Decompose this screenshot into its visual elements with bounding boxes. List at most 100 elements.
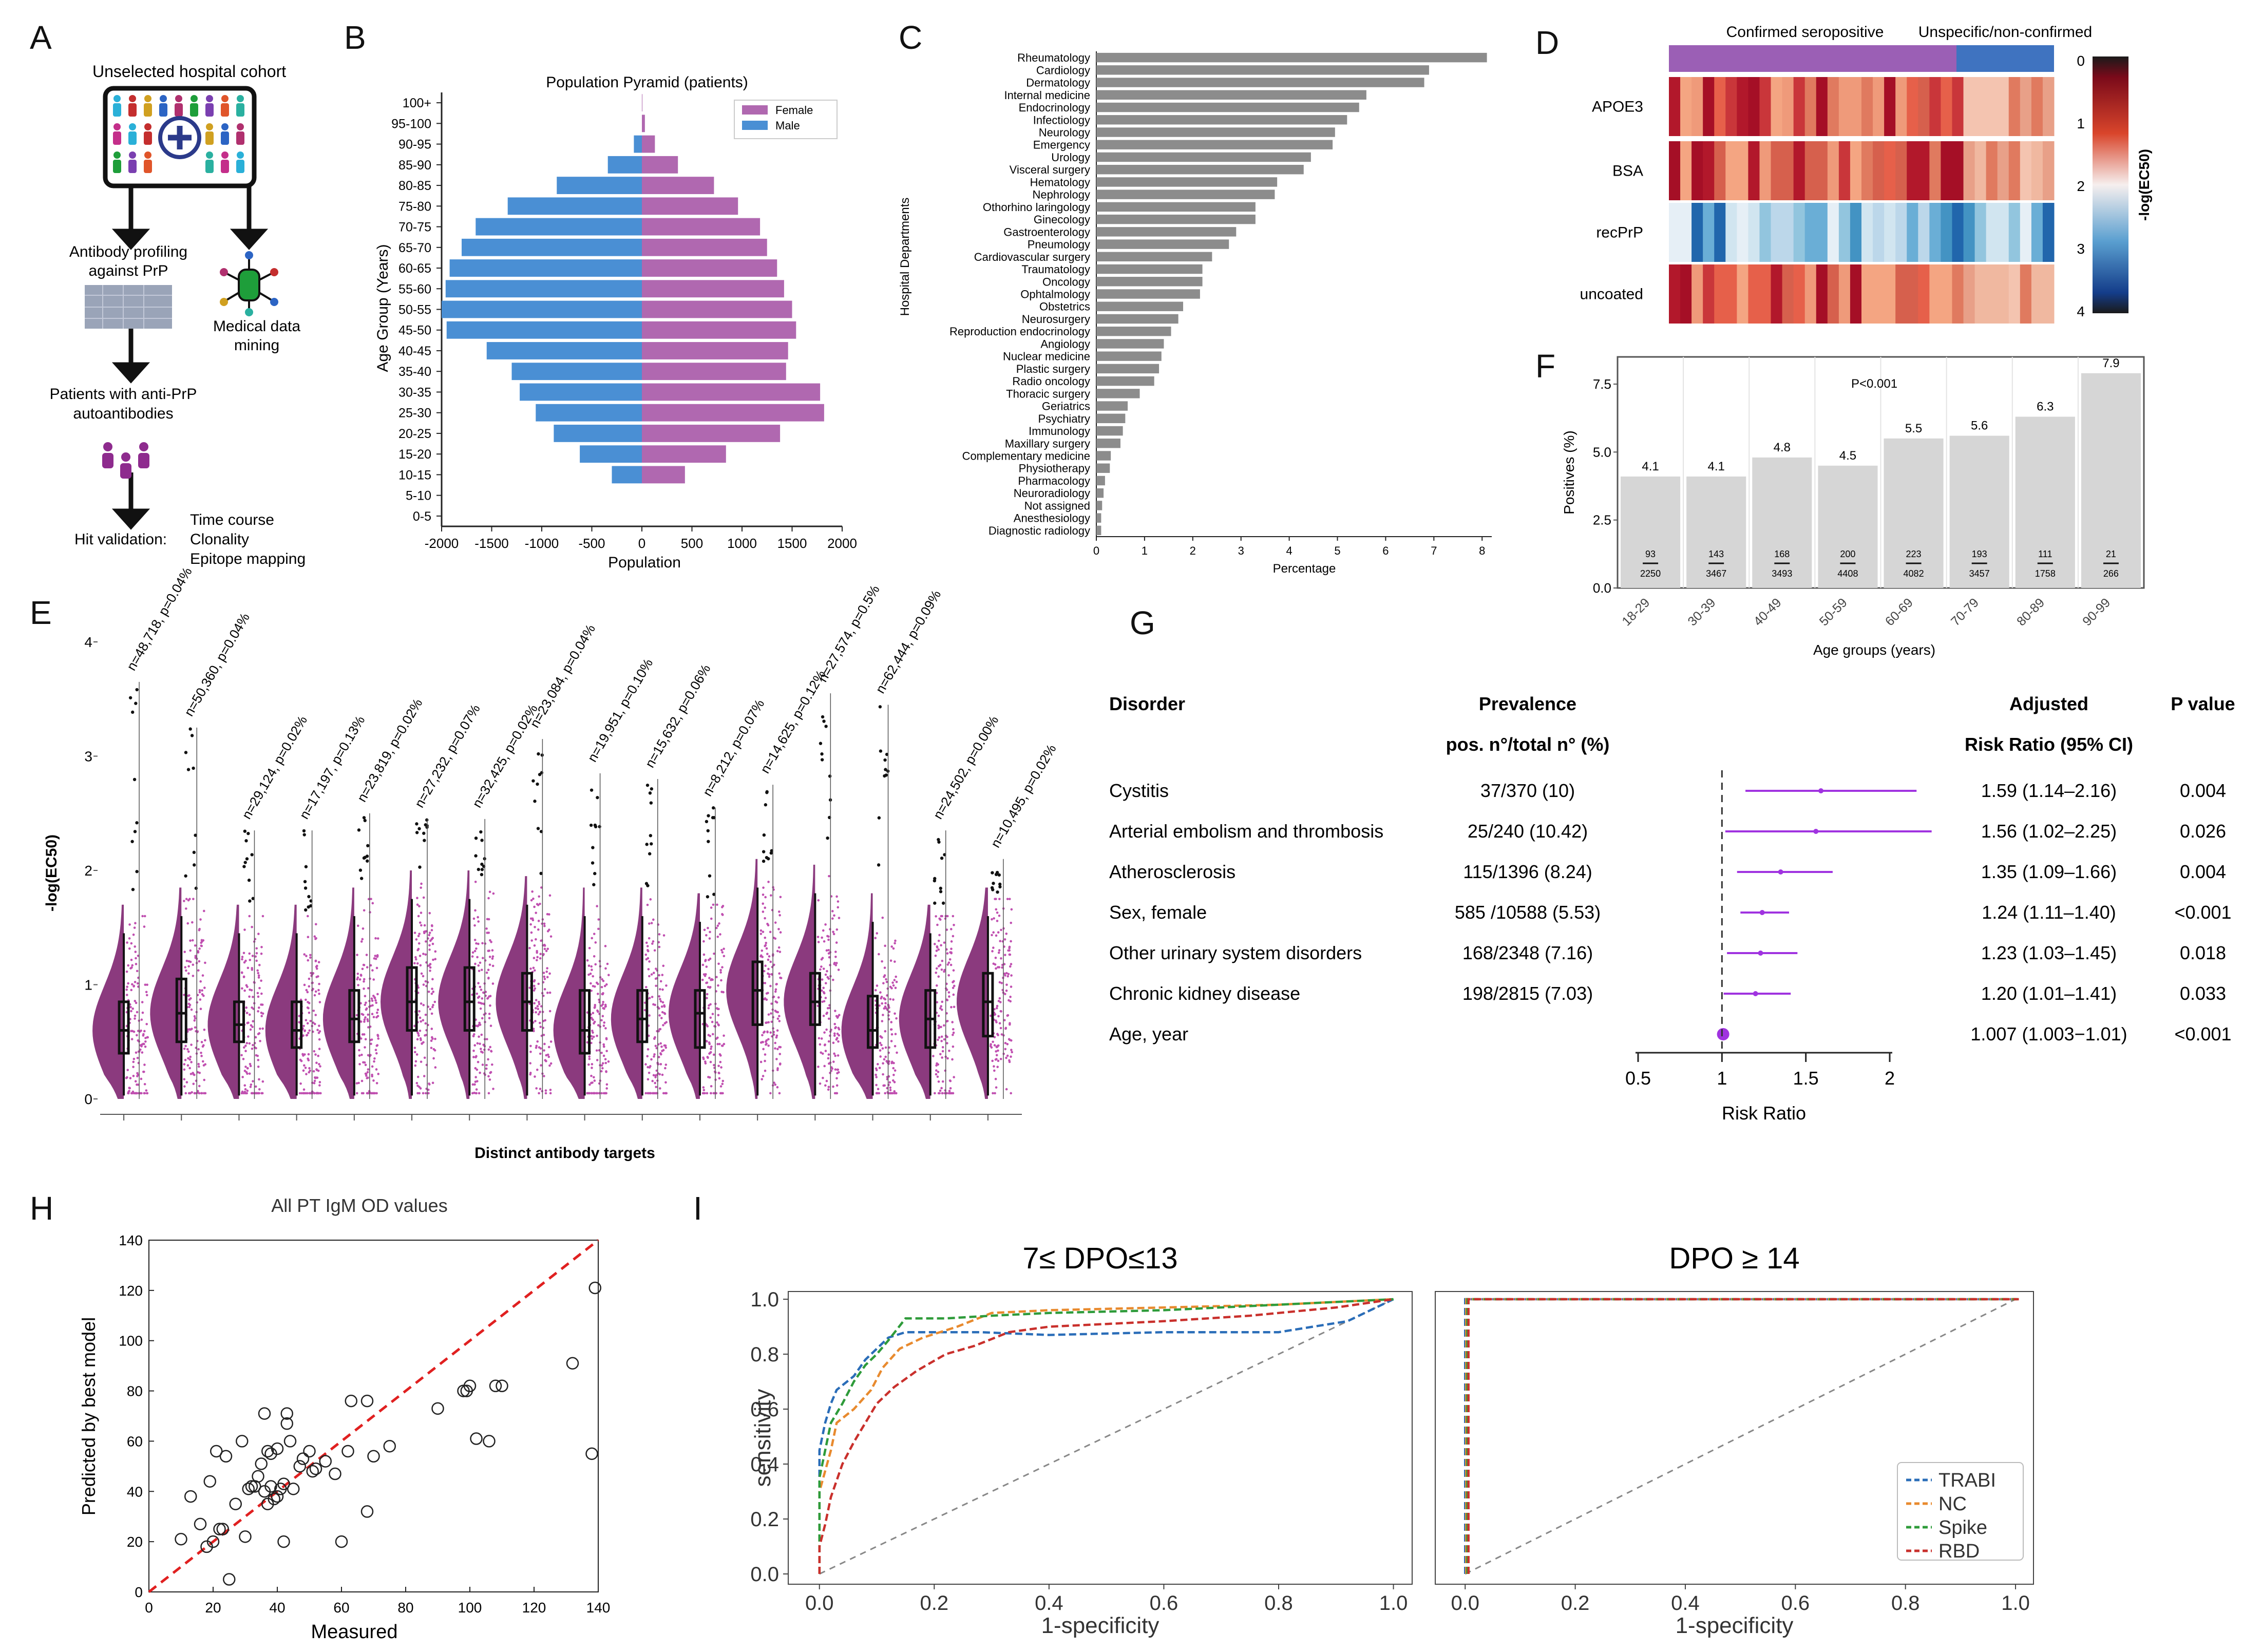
outlier-point: [415, 822, 419, 826]
positives-bar: [1884, 438, 1944, 588]
dept-bar: [1096, 326, 1171, 336]
violin-shape: [899, 904, 930, 1099]
data-point: [1008, 1060, 1011, 1064]
data-point: [192, 898, 195, 900]
data-point: [654, 1076, 657, 1078]
data-point: [248, 995, 251, 998]
heatmap-cell: [1680, 141, 1692, 200]
data-point: [545, 950, 548, 953]
data-point: [260, 952, 263, 955]
group-bar-seropositive: [1669, 45, 1956, 72]
data-point: [487, 977, 490, 980]
data-point: [423, 932, 426, 935]
data-point: [370, 1042, 372, 1046]
data-point: [946, 1035, 948, 1038]
data-point: [652, 972, 655, 974]
bar-female: [642, 383, 821, 401]
data-point: [243, 989, 246, 992]
outlier-point: [877, 816, 881, 820]
data-point: [308, 1071, 311, 1074]
outlier-point: [423, 839, 426, 842]
data-point: [596, 905, 598, 907]
outlier-point: [998, 885, 1002, 889]
data-point: [891, 1079, 895, 1082]
positives-bar: [1621, 476, 1681, 588]
y-tick-label: 100+: [403, 96, 431, 110]
data-point: [375, 1081, 378, 1085]
heatmap-cell: [1714, 203, 1726, 262]
data-point: [654, 1081, 656, 1085]
person-icon: [237, 95, 244, 102]
data-point: [370, 1092, 372, 1095]
dept-bar: [1096, 227, 1237, 237]
dept-bar: [1096, 78, 1424, 87]
data-point: [719, 1060, 722, 1064]
data-point: [374, 1049, 377, 1051]
dept-label: Ophtalmology: [1020, 288, 1090, 301]
y-tick-label: 15-20: [398, 447, 431, 462]
data-point: [251, 1006, 253, 1009]
p-value: 0.004: [2180, 780, 2226, 801]
data-point: [941, 1050, 944, 1053]
heatmap-cell: [1884, 141, 1896, 200]
data-point: [597, 993, 599, 995]
prevalence-value: 168/2348 (7.16): [1462, 942, 1593, 963]
data-point: [183, 951, 186, 953]
x-tick-label: 4: [1286, 544, 1292, 557]
scatter-point: [271, 1490, 284, 1503]
data-point: [709, 1003, 712, 1006]
data-point: [822, 967, 825, 970]
data-point: [702, 1056, 705, 1059]
data-point: [721, 914, 724, 916]
data-point: [768, 973, 771, 976]
heatmap-cell: [2020, 77, 2032, 136]
person-icon: [129, 95, 136, 102]
data-point: [539, 957, 542, 960]
data-point: [487, 969, 490, 971]
data-point: [257, 976, 260, 979]
outlier-point: [937, 840, 941, 844]
data-point: [661, 1073, 664, 1076]
outlier-point: [591, 846, 595, 849]
data-point: [132, 1030, 136, 1033]
data-point: [1000, 957, 1002, 960]
data-point: [244, 1045, 247, 1047]
data-point: [487, 897, 490, 900]
data-point: [1010, 1049, 1013, 1051]
data-point: [896, 1051, 898, 1054]
data-point: [318, 1001, 321, 1003]
heatmap-cell: [1850, 141, 1862, 200]
data-point: [596, 1009, 599, 1012]
data-point: [997, 1000, 1000, 1002]
data-point: [423, 1075, 426, 1077]
dept-bar: [1096, 314, 1178, 324]
outlier-point: [135, 821, 139, 825]
rr-point: [1717, 1028, 1729, 1040]
x-tick-label: 5: [1334, 544, 1340, 557]
data-point: [601, 1015, 604, 1018]
data-point: [775, 983, 778, 985]
data-point: [488, 1017, 491, 1019]
data-point: [202, 1044, 205, 1047]
data-point: [474, 1056, 477, 1059]
data-point: [313, 1082, 316, 1085]
data-point: [651, 1079, 654, 1083]
data-point: [303, 1029, 306, 1032]
data-point: [246, 1012, 249, 1014]
data-point: [254, 955, 257, 958]
data-point: [357, 1081, 360, 1085]
data-point: [533, 969, 536, 972]
data-point: [817, 941, 820, 943]
outlier-point: [883, 774, 886, 778]
data-point: [365, 954, 368, 956]
data-point: [935, 967, 938, 970]
heatmap-cell: [1816, 141, 1828, 200]
bar-value-label: 4.8: [1774, 441, 1791, 454]
data-point: [188, 1005, 191, 1009]
data-point: [360, 940, 363, 943]
data-point: [769, 931, 772, 934]
data-point: [246, 966, 250, 970]
data-point: [590, 1016, 593, 1019]
data-point: [420, 882, 423, 885]
